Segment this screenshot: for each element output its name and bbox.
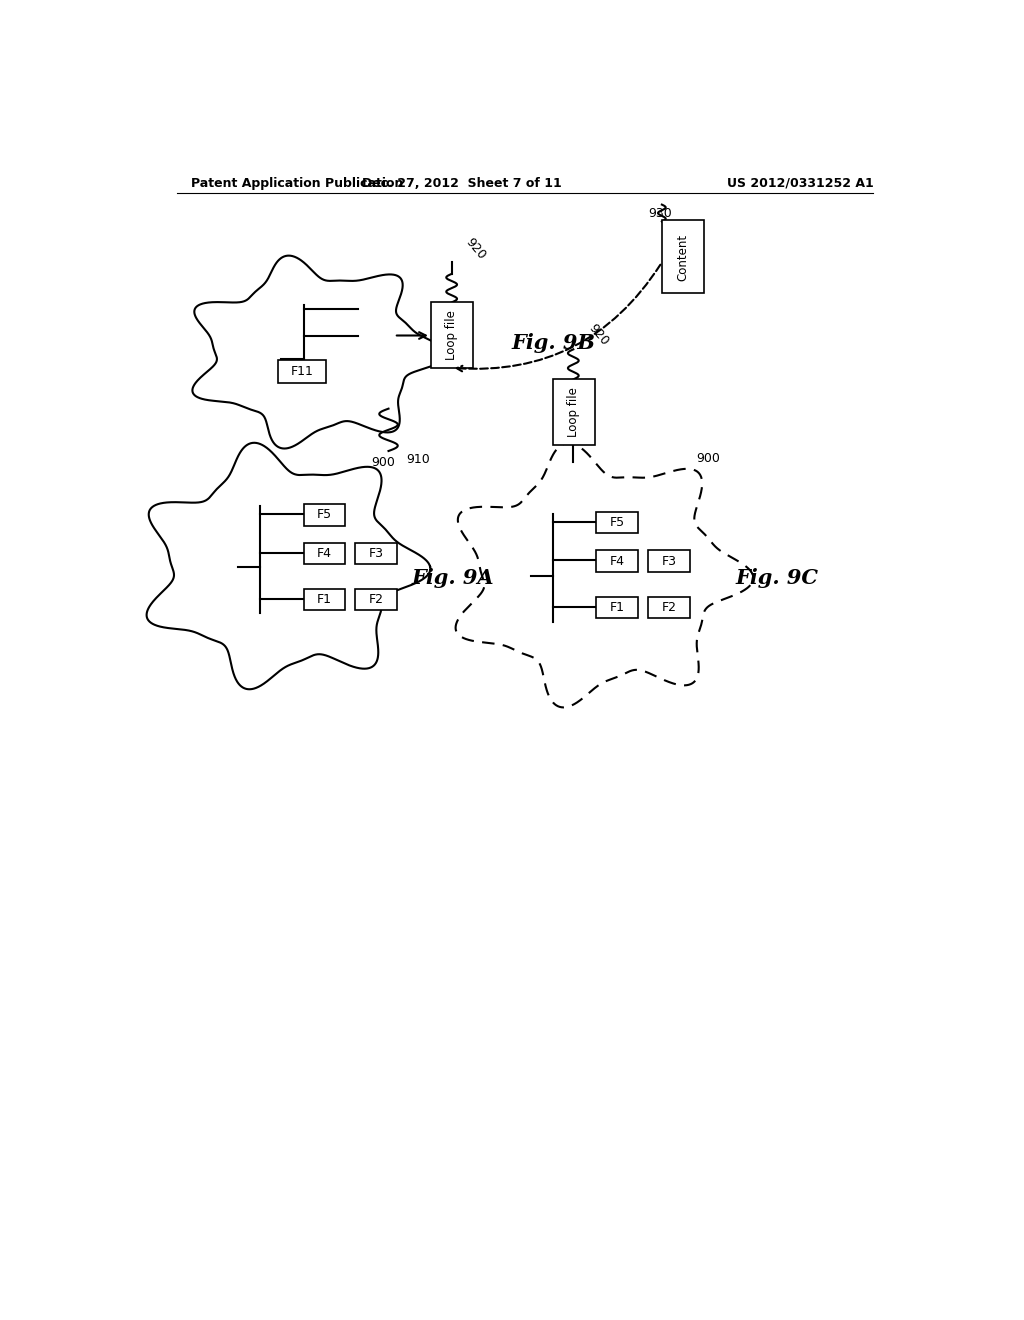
FancyBboxPatch shape bbox=[662, 220, 705, 293]
FancyBboxPatch shape bbox=[304, 589, 345, 610]
Text: F4: F4 bbox=[609, 554, 625, 568]
FancyBboxPatch shape bbox=[553, 379, 595, 445]
Text: F5: F5 bbox=[317, 508, 332, 521]
Text: 900: 900 bbox=[372, 455, 395, 469]
FancyBboxPatch shape bbox=[304, 504, 345, 525]
Text: 910: 910 bbox=[407, 453, 430, 466]
Text: Patent Application Publication: Patent Application Publication bbox=[190, 177, 403, 190]
Text: F5: F5 bbox=[609, 516, 625, 529]
Text: F4: F4 bbox=[317, 546, 332, 560]
FancyBboxPatch shape bbox=[431, 302, 473, 368]
Text: F3: F3 bbox=[369, 546, 384, 560]
FancyBboxPatch shape bbox=[648, 550, 689, 572]
Text: Dec. 27, 2012  Sheet 7 of 11: Dec. 27, 2012 Sheet 7 of 11 bbox=[361, 177, 561, 190]
Text: Content: Content bbox=[676, 234, 689, 281]
Text: F1: F1 bbox=[317, 593, 332, 606]
Text: Loop file: Loop file bbox=[445, 310, 458, 360]
FancyBboxPatch shape bbox=[355, 589, 397, 610]
FancyBboxPatch shape bbox=[596, 512, 638, 533]
FancyBboxPatch shape bbox=[279, 360, 326, 383]
Text: F1: F1 bbox=[609, 601, 625, 614]
Text: Fig. 9B: Fig. 9B bbox=[512, 333, 596, 354]
FancyBboxPatch shape bbox=[304, 543, 345, 564]
FancyBboxPatch shape bbox=[648, 597, 689, 618]
Text: 920: 920 bbox=[463, 236, 488, 263]
FancyBboxPatch shape bbox=[355, 543, 397, 564]
Text: F2: F2 bbox=[662, 601, 676, 614]
Text: F3: F3 bbox=[662, 554, 676, 568]
Text: US 2012/0331252 A1: US 2012/0331252 A1 bbox=[727, 177, 873, 190]
Text: 900: 900 bbox=[696, 453, 721, 465]
Text: 930: 930 bbox=[648, 207, 672, 220]
Text: Fig. 9C: Fig. 9C bbox=[735, 568, 818, 587]
FancyBboxPatch shape bbox=[596, 597, 638, 618]
Text: 920: 920 bbox=[587, 322, 611, 348]
Text: F2: F2 bbox=[369, 593, 384, 606]
FancyBboxPatch shape bbox=[596, 550, 638, 572]
Text: Loop file: Loop file bbox=[567, 388, 580, 437]
Text: Fig. 9A: Fig. 9A bbox=[412, 568, 495, 587]
Text: F11: F11 bbox=[291, 366, 313, 379]
